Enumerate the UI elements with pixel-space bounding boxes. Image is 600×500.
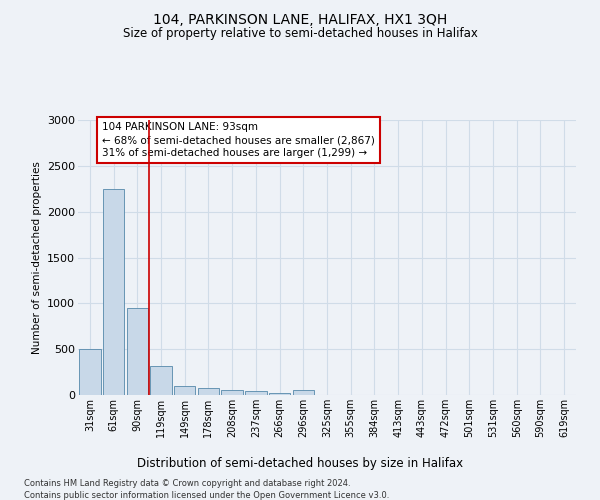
Text: Contains HM Land Registry data © Crown copyright and database right 2024.: Contains HM Land Registry data © Crown c… — [24, 479, 350, 488]
Text: Size of property relative to semi-detached houses in Halifax: Size of property relative to semi-detach… — [122, 28, 478, 40]
Bar — [198, 388, 219, 395]
Text: 104 PARKINSON LANE: 93sqm
← 68% of semi-detached houses are smaller (2,867)
31% : 104 PARKINSON LANE: 93sqm ← 68% of semi-… — [102, 122, 374, 158]
Bar — [245, 392, 266, 395]
Text: Distribution of semi-detached houses by size in Halifax: Distribution of semi-detached houses by … — [137, 458, 463, 470]
Bar — [221, 390, 243, 395]
Bar — [269, 393, 290, 395]
Text: 104, PARKINSON LANE, HALIFAX, HX1 3QH: 104, PARKINSON LANE, HALIFAX, HX1 3QH — [153, 12, 447, 26]
Bar — [151, 366, 172, 395]
Bar — [293, 390, 314, 395]
Text: Contains public sector information licensed under the Open Government Licence v3: Contains public sector information licen… — [24, 491, 389, 500]
Y-axis label: Number of semi-detached properties: Number of semi-detached properties — [32, 161, 41, 354]
Bar — [103, 188, 124, 395]
Bar — [127, 308, 148, 395]
Bar — [174, 386, 196, 395]
Bar — [79, 349, 101, 395]
